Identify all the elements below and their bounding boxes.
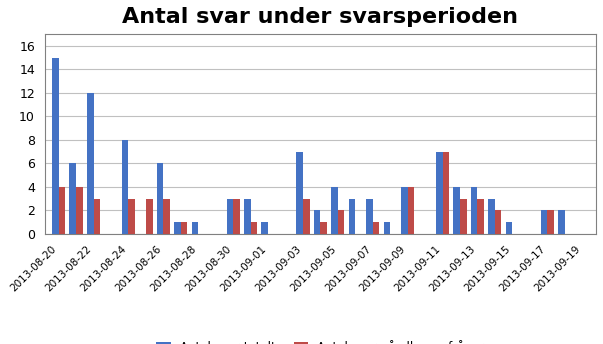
Bar [122, 140, 128, 234]
Bar [244, 198, 251, 234]
Bar [495, 211, 502, 234]
Bar [547, 211, 554, 234]
Bar [373, 222, 379, 234]
Bar [87, 93, 93, 234]
Bar [460, 198, 467, 234]
Bar [488, 198, 495, 234]
Bar [506, 222, 513, 234]
Bar [262, 222, 268, 234]
Bar [478, 198, 484, 234]
Bar [331, 187, 338, 234]
Bar [303, 198, 309, 234]
Bar [349, 198, 355, 234]
Bar [174, 222, 181, 234]
Bar [192, 222, 198, 234]
Bar [233, 198, 240, 234]
Bar [146, 198, 153, 234]
Bar [296, 152, 303, 234]
Bar [366, 198, 373, 234]
Bar [436, 152, 443, 234]
Bar [93, 198, 100, 234]
Title: Antal svar under svarsperioden: Antal svar under svarsperioden [122, 7, 519, 27]
Bar [471, 187, 478, 234]
Bar [52, 57, 58, 234]
Bar [384, 222, 390, 234]
Bar [443, 152, 449, 234]
Bar [558, 211, 564, 234]
Legend: Antal svar totalt, Antal svar på alla sex frågor: Antal svar totalt, Antal svar på alla se… [152, 336, 489, 344]
Bar [163, 198, 170, 234]
Bar [76, 187, 83, 234]
Bar [338, 211, 344, 234]
Bar [320, 222, 327, 234]
Bar [540, 211, 547, 234]
Bar [69, 163, 76, 234]
Bar [314, 211, 320, 234]
Bar [408, 187, 414, 234]
Bar [227, 198, 233, 234]
Bar [157, 163, 163, 234]
Bar [401, 187, 408, 234]
Bar [128, 198, 135, 234]
Bar [58, 187, 65, 234]
Bar [181, 222, 188, 234]
Bar [251, 222, 257, 234]
Bar [453, 187, 460, 234]
